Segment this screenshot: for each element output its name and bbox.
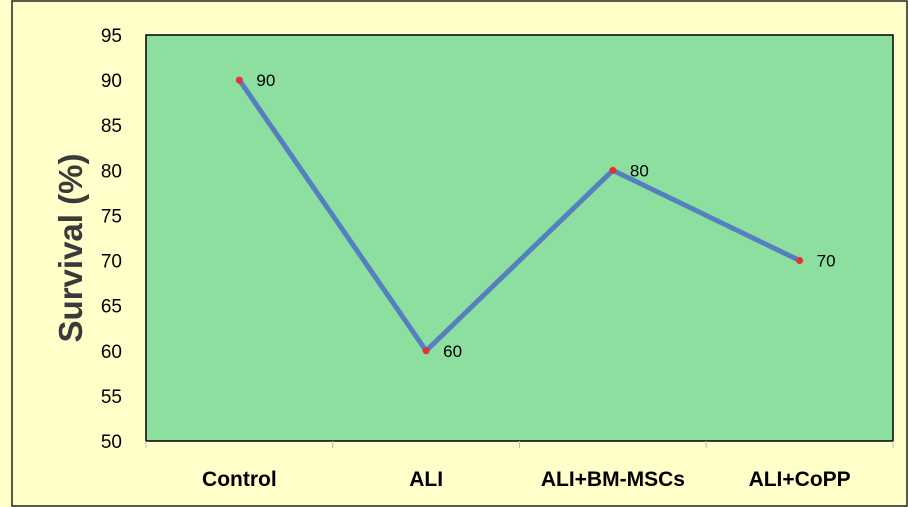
data-labels: 90 60 80 70 xyxy=(256,71,835,361)
x-category-label: ALI xyxy=(409,468,443,491)
y-axis-title: Survival (%) xyxy=(52,154,89,343)
y-tick-label: 95 xyxy=(101,26,122,47)
y-axis-ticks: 50 55 60 65 70 75 80 85 90 95 xyxy=(101,26,122,453)
plot-area xyxy=(145,34,894,442)
y-tick-label: 65 xyxy=(101,297,122,318)
data-point xyxy=(609,166,617,174)
outer-frame xyxy=(11,0,908,507)
data-point xyxy=(422,347,430,355)
y-tick-label: 55 xyxy=(101,387,122,408)
data-value-label: 90 xyxy=(256,71,275,90)
data-point xyxy=(235,76,243,84)
data-value-label: 80 xyxy=(630,161,649,180)
data-point xyxy=(796,257,804,265)
data-value-label: 70 xyxy=(817,252,836,271)
series-line xyxy=(236,77,803,354)
y-tick-label: 90 xyxy=(101,71,122,92)
y-tick-label: 60 xyxy=(101,342,122,363)
y-tick-label: 80 xyxy=(101,161,122,182)
y-tick-label: 85 xyxy=(101,116,122,137)
x-category-label: ALI+CoPP xyxy=(749,468,851,491)
x-axis-labels: Control ALI ALI+BM-MSCs ALI+CoPP xyxy=(202,468,851,491)
y-tick-label: 75 xyxy=(101,206,122,227)
data-markers xyxy=(235,76,804,355)
y-tick-label: 50 xyxy=(101,432,122,453)
data-value-label: 60 xyxy=(443,342,462,361)
x-category-label: Control xyxy=(202,468,277,491)
x-axis-ticks xyxy=(145,441,894,448)
x-category-label: ALI+BM-MSCs xyxy=(541,468,685,491)
y-tick-label: 70 xyxy=(101,252,122,273)
